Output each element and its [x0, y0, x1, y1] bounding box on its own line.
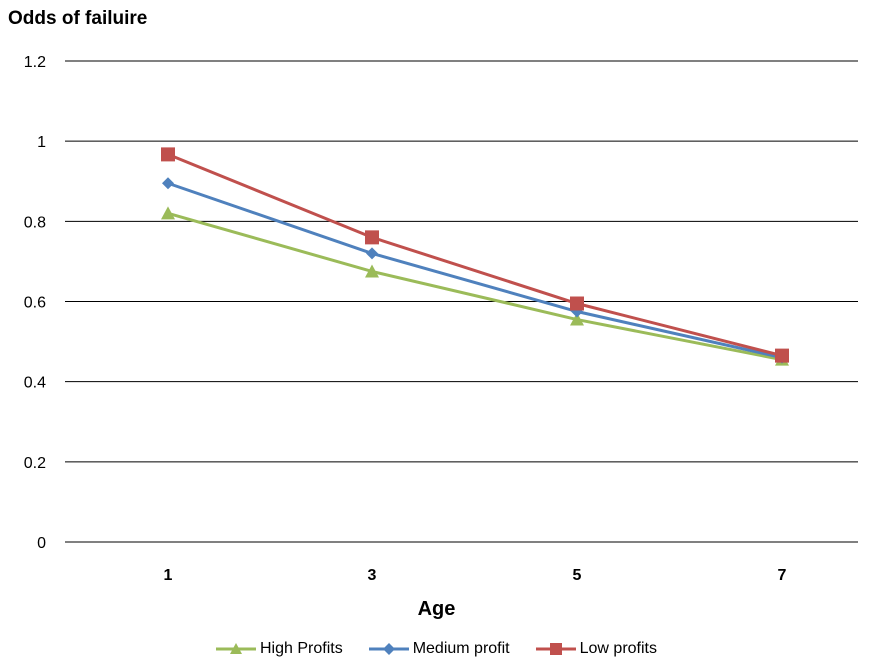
x-tick-label: 5: [573, 567, 582, 584]
y-tick-label: 0.6: [24, 295, 46, 312]
x-tick-label: 1: [164, 567, 173, 584]
legend-item-high-profits: High Profits: [216, 640, 343, 658]
series-line-high-profits: [167, 211, 783, 362]
series-group: [161, 147, 789, 366]
data-point-medium-profit: [162, 177, 174, 190]
legend-label: High Profits: [260, 640, 343, 657]
series-line-medium-profit: [167, 181, 783, 360]
data-point-medium-profit: [366, 247, 378, 260]
y-tick-label: 0.4: [24, 375, 46, 392]
y-tick-label: 0: [37, 535, 46, 552]
y-tick-label: 0.8: [24, 214, 46, 231]
legend-label: Medium profit: [412, 640, 510, 657]
data-point-low-profits: [775, 348, 789, 363]
legend-label: Low profits: [579, 640, 657, 657]
x-axis-title: Age: [417, 598, 456, 620]
y-ticks: 0 0.2 0.4 0.6 0.8 1 1.2: [24, 54, 46, 552]
legend: High Profits Medium profit Low profits: [0, 640, 873, 658]
y-tick-label: 1.2: [24, 54, 46, 71]
data-point-low-profits: [570, 296, 584, 311]
y-tick-label: 0.2: [24, 455, 46, 472]
grid: [65, 60, 858, 543]
y-axis-title: Odds of failuire: [8, 8, 148, 29]
legend-triangle-marker: [216, 643, 256, 654]
data-point-high-profits: [570, 312, 584, 326]
x-ticks: 1 3 5 7: [164, 567, 787, 584]
data-point-high-profits: [365, 264, 379, 278]
x-tick-label: 7: [778, 567, 787, 584]
legend-diamond-marker: [368, 643, 409, 655]
legend-square-marker: [535, 643, 576, 655]
data-point-low-profits: [161, 147, 175, 162]
y-tick-label: 1: [37, 134, 46, 151]
data-point-low-profits: [365, 230, 379, 245]
x-tick-label: 3: [368, 567, 377, 584]
legend-item-low-profits: Low profits: [535, 640, 657, 658]
series-line-low-profits: [167, 153, 783, 358]
data-point-high-profits: [161, 206, 175, 220]
legend-item-medium-profit: Medium profit: [368, 640, 510, 658]
